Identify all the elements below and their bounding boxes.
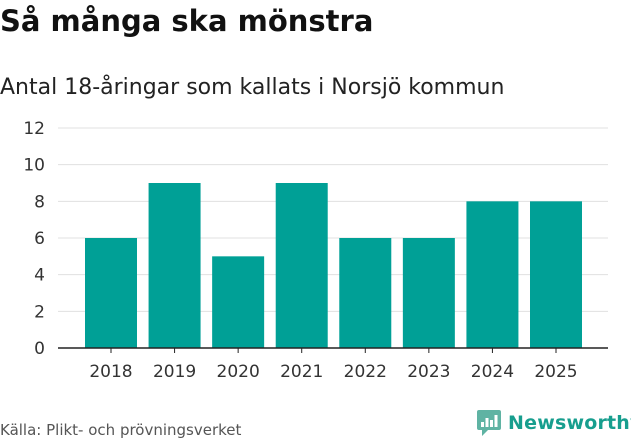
brand-logo: Newsworthy <box>476 409 631 437</box>
x-axis-ticks: 2018 2019 2020 2021 2022 2023 2024 2025 <box>89 348 578 382</box>
x-tick-label: 2019 <box>153 362 196 382</box>
newsworthy-logo-icon <box>477 410 501 436</box>
bar-2021 <box>275 183 328 348</box>
gridlines <box>58 127 608 312</box>
x-tick-label: 2024 <box>471 362 514 382</box>
brand-name: Newsworthy <box>508 412 631 434</box>
y-tick-label: 10 <box>23 156 45 176</box>
bar-2019 <box>148 183 201 348</box>
bar-2018 <box>85 238 137 348</box>
y-tick-label: 6 <box>34 229 45 249</box>
y-tick-label: 12 <box>23 119 45 139</box>
chart-title: Så många ska mönstra <box>0 4 374 38</box>
x-tick-label: 2022 <box>344 362 387 382</box>
y-tick-label: 0 <box>34 339 45 359</box>
x-tick-label: 2023 <box>407 362 450 382</box>
y-tick-label: 4 <box>34 266 45 286</box>
x-tick-label: 2020 <box>217 362 260 382</box>
bar-2023 <box>402 238 455 348</box>
bars <box>85 183 582 348</box>
bar-2025 <box>530 201 582 348</box>
chart-subtitle: Antal 18-åringar som kallats i Norsjö ko… <box>0 75 505 100</box>
bar-2024 <box>466 201 519 348</box>
y-tick-label: 8 <box>34 192 45 212</box>
x-tick-label: 2025 <box>534 362 577 382</box>
x-tick-label: 2018 <box>89 362 132 382</box>
bar-2020 <box>212 256 265 348</box>
y-axis-ticks: 0 2 4 6 8 10 12 <box>23 119 45 359</box>
y-tick-label: 2 <box>34 302 45 322</box>
bar-2022 <box>339 238 392 348</box>
source-note: Källa: Plikt- och prövningsverket <box>0 421 242 439</box>
x-tick-label: 2021 <box>280 362 323 382</box>
